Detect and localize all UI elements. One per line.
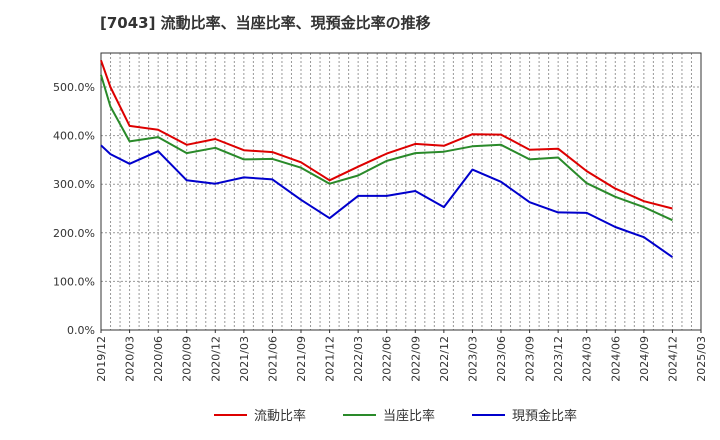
x-tick-label: 2023/09	[524, 336, 537, 382]
y-tick-label: 500.0%	[53, 81, 95, 94]
x-axis: 2019/12 2020/03 2020/06 2020/09 2020/12 2021/…	[95, 330, 708, 382]
y-tick-label: 200.0%	[53, 227, 95, 240]
plot-frame	[100, 52, 702, 331]
y-axis: 0.0% 100.0% 200.0% 300.0% 400.0% 500.0%	[53, 81, 95, 337]
x-tick-label: 2022/09	[409, 336, 422, 382]
x-tick-label: 2022/06	[381, 336, 394, 382]
x-tick-label: 2022/12	[438, 336, 451, 382]
grid	[101, 53, 701, 330]
x-tick-label: 2020/06	[152, 336, 165, 382]
x-tick-label: 2024/03	[581, 336, 594, 382]
x-tick-label: 2024/06	[609, 336, 622, 382]
x-tick-label: 2021/09	[295, 336, 308, 382]
x-tick-label: 2020/12	[209, 336, 222, 382]
series-line	[100, 59, 673, 210]
x-tick-label: 2021/12	[324, 336, 337, 382]
x-tick-label: 2020/03	[124, 336, 137, 382]
x-tick-label: 2025/03	[695, 336, 708, 382]
series-line	[100, 144, 673, 258]
x-tick-label: 2024/12	[666, 336, 679, 382]
y-tick-label: 100.0%	[53, 275, 95, 288]
x-tick-label: 2021/06	[266, 336, 279, 382]
x-tick-label: 2020/09	[181, 336, 194, 382]
chart-title: [7043] 流動比率、当座比率、現預金比率の推移	[100, 14, 431, 32]
x-tick-label: 2023/06	[495, 336, 508, 382]
x-tick-label: 2022/03	[352, 336, 365, 382]
legend: 流動比率 当座比率 現預金比率	[214, 408, 577, 424]
x-tick-label: 2023/03	[466, 336, 479, 382]
y-tick-label: 400.0%	[53, 130, 95, 143]
y-tick-label: 0.0%	[67, 324, 95, 337]
legend-label: 当座比率	[383, 408, 435, 424]
legend-label: 流動比率	[254, 408, 306, 424]
y-tick-label: 300.0%	[53, 178, 95, 191]
series-line	[100, 74, 673, 222]
x-tick-label: 2024/09	[638, 336, 651, 382]
series-lines	[100, 59, 673, 258]
x-tick-label: 2019/12	[95, 336, 108, 382]
legend-label: 現預金比率	[512, 408, 577, 424]
x-tick-label: 2021/03	[238, 336, 251, 382]
x-tick-label: 2023/12	[552, 336, 565, 382]
